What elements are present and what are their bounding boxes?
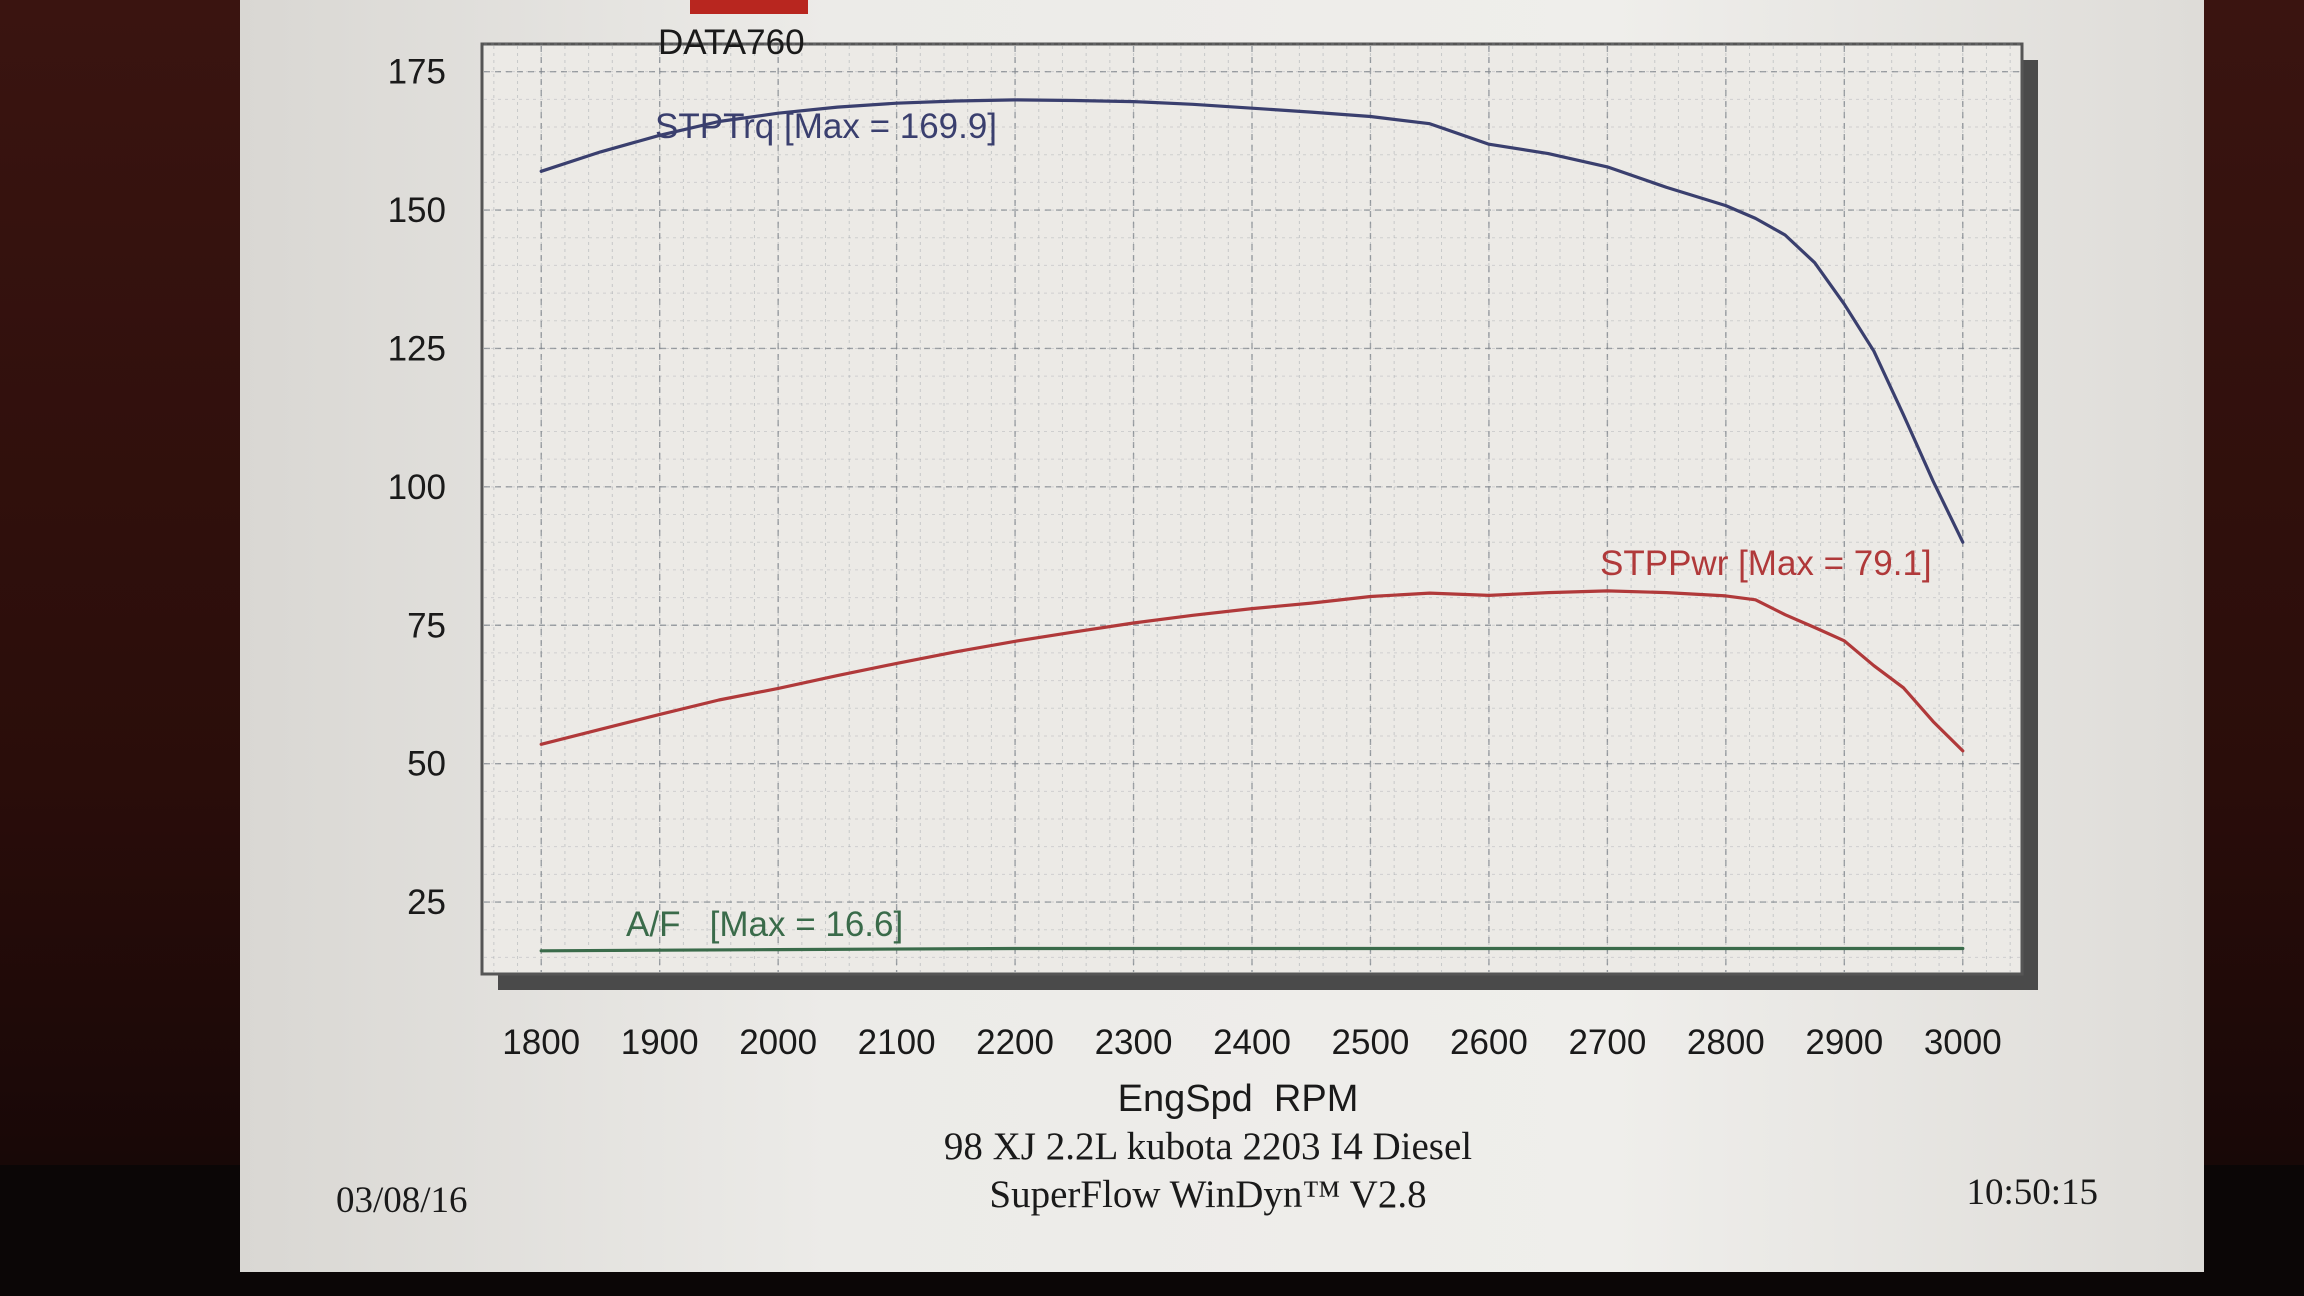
- print-date: 03/08/16: [336, 1180, 468, 1221]
- series-power-line: [539, 589, 1965, 753]
- series-torque-line: [539, 98, 1965, 544]
- y-tick-label: 75: [407, 606, 446, 645]
- y-tick-label: 150: [388, 191, 446, 230]
- x-tick-label: 2800: [1687, 1023, 1765, 1062]
- x-tick-label: 2300: [1095, 1023, 1173, 1062]
- x-tick-label: 2000: [739, 1023, 817, 1062]
- software-label: SuperFlow WinDyn™ V2.8: [989, 1173, 1426, 1216]
- series-af-line: [539, 946, 1965, 953]
- y-tick-label: 175: [388, 53, 446, 92]
- chart-title: 98 XJ 2.2L kubota 2203 I4 Diesel: [944, 1125, 1472, 1168]
- x-tick-label: 2200: [976, 1023, 1054, 1062]
- x-axis-label: EngSpd RPM: [1118, 1078, 1359, 1120]
- series-label-torque: STPTrq [Max = 169.9]: [655, 107, 997, 146]
- x-tick-label: 1900: [621, 1023, 699, 1062]
- x-axis-ticks: 1800 1900 2000 2100 2200 2300 2400 2500 2600 2700…: [502, 1023, 2001, 1062]
- plot-frame: [480, 42, 2038, 990]
- print-time: 10:50:15: [1966, 1172, 2098, 1213]
- x-tick-label: 2400: [1213, 1023, 1291, 1062]
- series-label-power: STPPwr [Max = 79.1]: [1600, 544, 1932, 583]
- series-labels: STPTrq [Max = 169.9] STPPwr [Max = 79.1]…: [626, 107, 1932, 944]
- y-tick-label: 125: [388, 329, 446, 368]
- y-tick-label: 100: [388, 468, 446, 507]
- grid-major: [484, 46, 2020, 972]
- y-tick-label: 25: [407, 883, 446, 922]
- background-left: [0, 0, 270, 1296]
- red-marker-tab: [690, 0, 808, 14]
- series-label-af: A/F [Max = 16.6]: [626, 905, 903, 944]
- x-tick-label: 2700: [1568, 1023, 1646, 1062]
- data-tag: DATA760: [658, 23, 805, 62]
- x-tick-label: 2900: [1805, 1023, 1883, 1062]
- x-tick-label: 2100: [858, 1023, 936, 1062]
- x-tick-label: 3000: [1924, 1023, 2002, 1062]
- y-tick-label: 50: [407, 745, 446, 784]
- x-tick-label: 2500: [1332, 1023, 1410, 1062]
- y-axis-ticks: 25 50 75 100 125 150 175: [388, 53, 446, 922]
- x-tick-label: 1800: [502, 1023, 580, 1062]
- x-tick-label: 2600: [1450, 1023, 1528, 1062]
- series-lines: [539, 98, 1965, 953]
